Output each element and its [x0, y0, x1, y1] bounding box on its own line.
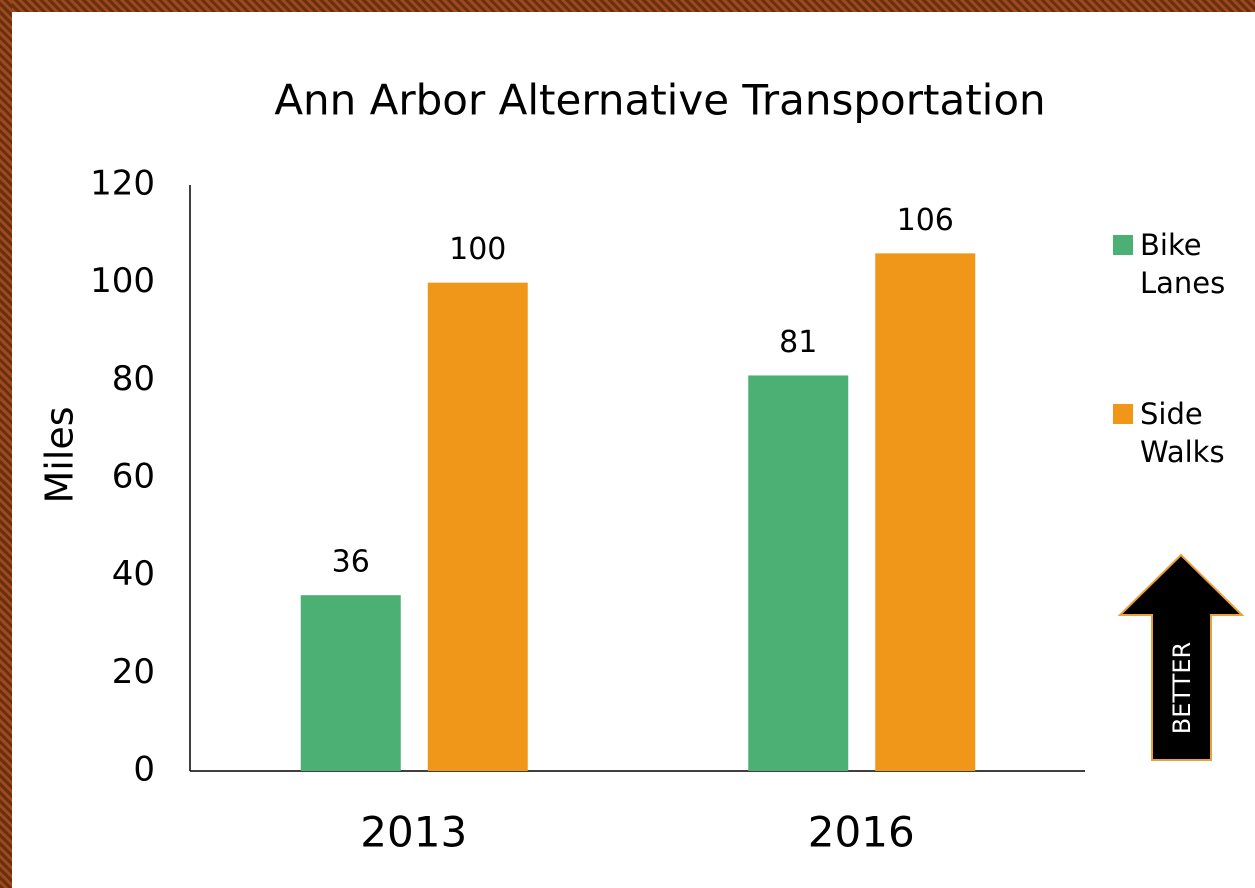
x-tick-label: 2016 — [808, 808, 915, 857]
data-label: 81 — [779, 325, 817, 360]
bar — [427, 282, 528, 771]
x-tick-label: 2013 — [360, 808, 467, 857]
legend-label: Side Walks — [1140, 397, 1225, 469]
legend-item: Bike Lanes — [1113, 226, 1233, 302]
frame — [0, 0, 12, 888]
chart-title: Ann Arbor Alternative Transportation — [274, 76, 1045, 125]
y-tick-label: 120 — [90, 164, 155, 204]
legend-swatch — [1113, 235, 1133, 255]
annotation: BETTER — [1168, 642, 1196, 734]
y-tick-label: 40 — [112, 554, 155, 594]
bar — [875, 253, 976, 771]
data-label: 106 — [897, 203, 954, 238]
legend-swatch — [1113, 404, 1133, 424]
frame — [0, 0, 1255, 12]
data-label: 100 — [449, 232, 506, 267]
data-label: 36 — [332, 545, 370, 580]
y-tick-label: 100 — [90, 261, 155, 301]
legend-label: Bike Lanes — [1140, 228, 1226, 300]
better-arrow — [1117, 553, 1245, 761]
y-axis-label: Miles — [38, 406, 82, 503]
legend-item: Side Walks — [1113, 395, 1233, 471]
bar — [300, 595, 401, 771]
y-tick-label: 20 — [112, 652, 155, 692]
bar — [748, 375, 849, 771]
y-tick-label: 0 — [133, 750, 155, 790]
y-tick-label: 60 — [112, 457, 155, 497]
y-tick-label: 80 — [112, 359, 155, 399]
